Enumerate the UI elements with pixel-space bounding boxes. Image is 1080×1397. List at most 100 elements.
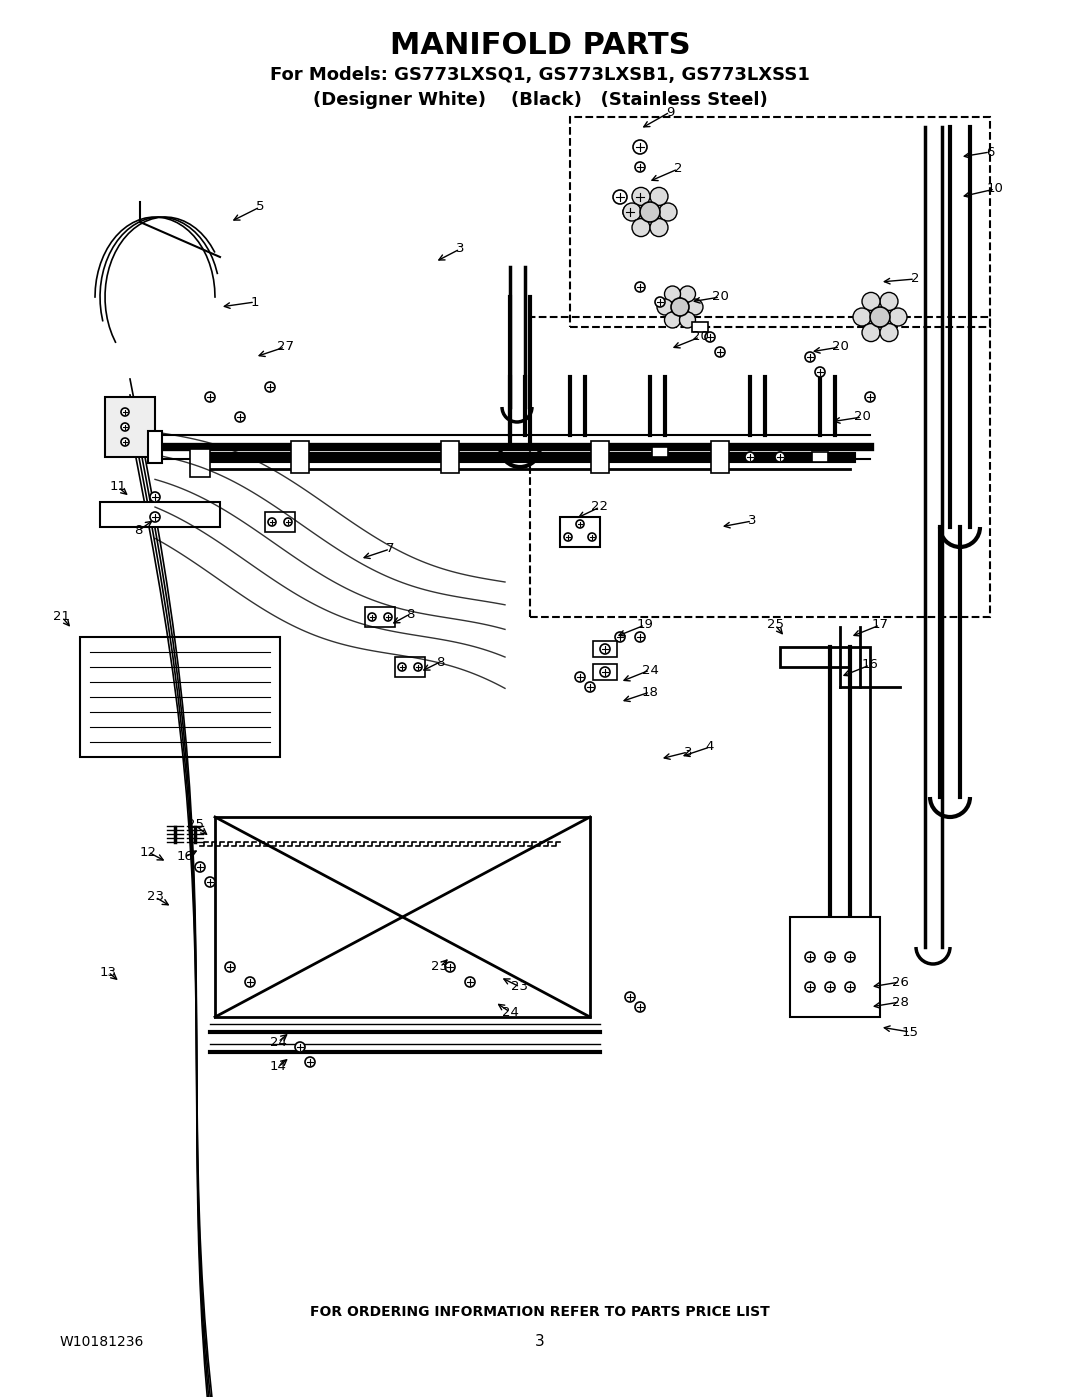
Circle shape — [265, 381, 275, 393]
Circle shape — [284, 518, 292, 527]
Circle shape — [745, 453, 755, 462]
Circle shape — [865, 393, 875, 402]
Text: 8: 8 — [406, 608, 415, 620]
Bar — [365, 608, 395, 627]
Text: 14: 14 — [270, 1060, 286, 1073]
Circle shape — [671, 298, 689, 316]
Text: 16: 16 — [176, 851, 193, 863]
Circle shape — [815, 367, 825, 377]
Text: 8: 8 — [436, 655, 444, 669]
Text: 7: 7 — [386, 542, 394, 556]
Bar — [395, 657, 426, 678]
Circle shape — [654, 298, 665, 307]
Circle shape — [268, 518, 276, 527]
Circle shape — [632, 187, 650, 205]
Text: 25: 25 — [187, 819, 203, 831]
Circle shape — [679, 312, 696, 328]
Circle shape — [414, 664, 422, 671]
Bar — [441, 441, 459, 474]
Circle shape — [384, 613, 392, 622]
Text: 3: 3 — [684, 746, 692, 759]
Circle shape — [775, 453, 785, 462]
Circle shape — [564, 534, 572, 541]
Text: 26: 26 — [892, 975, 908, 989]
Circle shape — [679, 286, 696, 302]
Circle shape — [575, 672, 585, 682]
Circle shape — [399, 664, 406, 671]
Text: 18: 18 — [642, 686, 659, 698]
Circle shape — [150, 511, 160, 522]
Text: MANIFOLD PARTS: MANIFOLD PARTS — [390, 31, 690, 60]
Text: 3: 3 — [535, 1334, 545, 1350]
Circle shape — [659, 203, 677, 221]
Text: 20: 20 — [832, 341, 849, 353]
Circle shape — [368, 613, 376, 622]
Circle shape — [845, 982, 855, 992]
Text: 24: 24 — [270, 1035, 286, 1049]
Circle shape — [825, 951, 835, 963]
Circle shape — [465, 977, 475, 988]
Bar — [593, 664, 617, 680]
Circle shape — [805, 951, 815, 963]
Circle shape — [635, 282, 645, 292]
Circle shape — [664, 286, 680, 302]
Circle shape — [150, 492, 160, 502]
Text: 11: 11 — [109, 481, 126, 493]
Text: 23: 23 — [512, 981, 528, 993]
Circle shape — [445, 963, 455, 972]
Text: 4: 4 — [706, 740, 714, 753]
Text: W10181236: W10181236 — [60, 1336, 145, 1350]
Text: 23: 23 — [432, 961, 448, 974]
Text: 9: 9 — [665, 106, 674, 119]
Bar — [711, 441, 729, 474]
Circle shape — [715, 346, 725, 358]
Circle shape — [640, 203, 660, 222]
Bar — [812, 453, 828, 462]
Bar — [593, 641, 617, 657]
Circle shape — [600, 666, 610, 678]
Circle shape — [825, 982, 835, 992]
Circle shape — [588, 534, 596, 541]
Text: 25: 25 — [767, 619, 783, 631]
Circle shape — [805, 982, 815, 992]
Circle shape — [623, 205, 637, 219]
Circle shape — [623, 203, 642, 221]
Text: For Models: GS773LXSQ1, GS773LXSB1, GS773LXSS1: For Models: GS773LXSQ1, GS773LXSB1, GS77… — [270, 66, 810, 84]
Bar — [148, 432, 162, 462]
Text: FOR ORDERING INFORMATION REFER TO PARTS PRICE LIST: FOR ORDERING INFORMATION REFER TO PARTS … — [310, 1305, 770, 1319]
Text: 15: 15 — [902, 1025, 918, 1038]
Text: 20: 20 — [712, 291, 728, 303]
Circle shape — [635, 631, 645, 643]
Text: 17: 17 — [872, 619, 889, 631]
Circle shape — [235, 412, 245, 422]
Circle shape — [245, 977, 255, 988]
Circle shape — [195, 862, 205, 872]
Bar — [190, 448, 210, 476]
Circle shape — [121, 408, 129, 416]
Text: 23: 23 — [147, 890, 163, 904]
Circle shape — [845, 951, 855, 963]
Circle shape — [853, 307, 870, 326]
Circle shape — [205, 877, 215, 887]
Bar — [215, 817, 590, 1017]
Text: 5: 5 — [256, 201, 265, 214]
Circle shape — [295, 1042, 305, 1052]
Bar — [561, 517, 600, 548]
Text: 8: 8 — [134, 524, 143, 538]
Circle shape — [615, 631, 625, 643]
Circle shape — [687, 299, 703, 314]
Polygon shape — [80, 637, 280, 757]
Circle shape — [635, 162, 645, 172]
Text: 12: 12 — [139, 845, 157, 859]
Circle shape — [880, 324, 897, 342]
Text: 2: 2 — [910, 272, 919, 285]
Circle shape — [664, 312, 680, 328]
Bar — [591, 441, 609, 474]
Circle shape — [633, 140, 647, 154]
Text: 13: 13 — [99, 965, 117, 978]
Circle shape — [625, 992, 635, 1002]
Text: 2: 2 — [674, 162, 683, 176]
Text: (Designer White)    (Black)   (Stainless Steel): (Designer White) (Black) (Stainless Stee… — [312, 91, 768, 109]
Circle shape — [305, 1058, 315, 1067]
Circle shape — [205, 393, 215, 402]
